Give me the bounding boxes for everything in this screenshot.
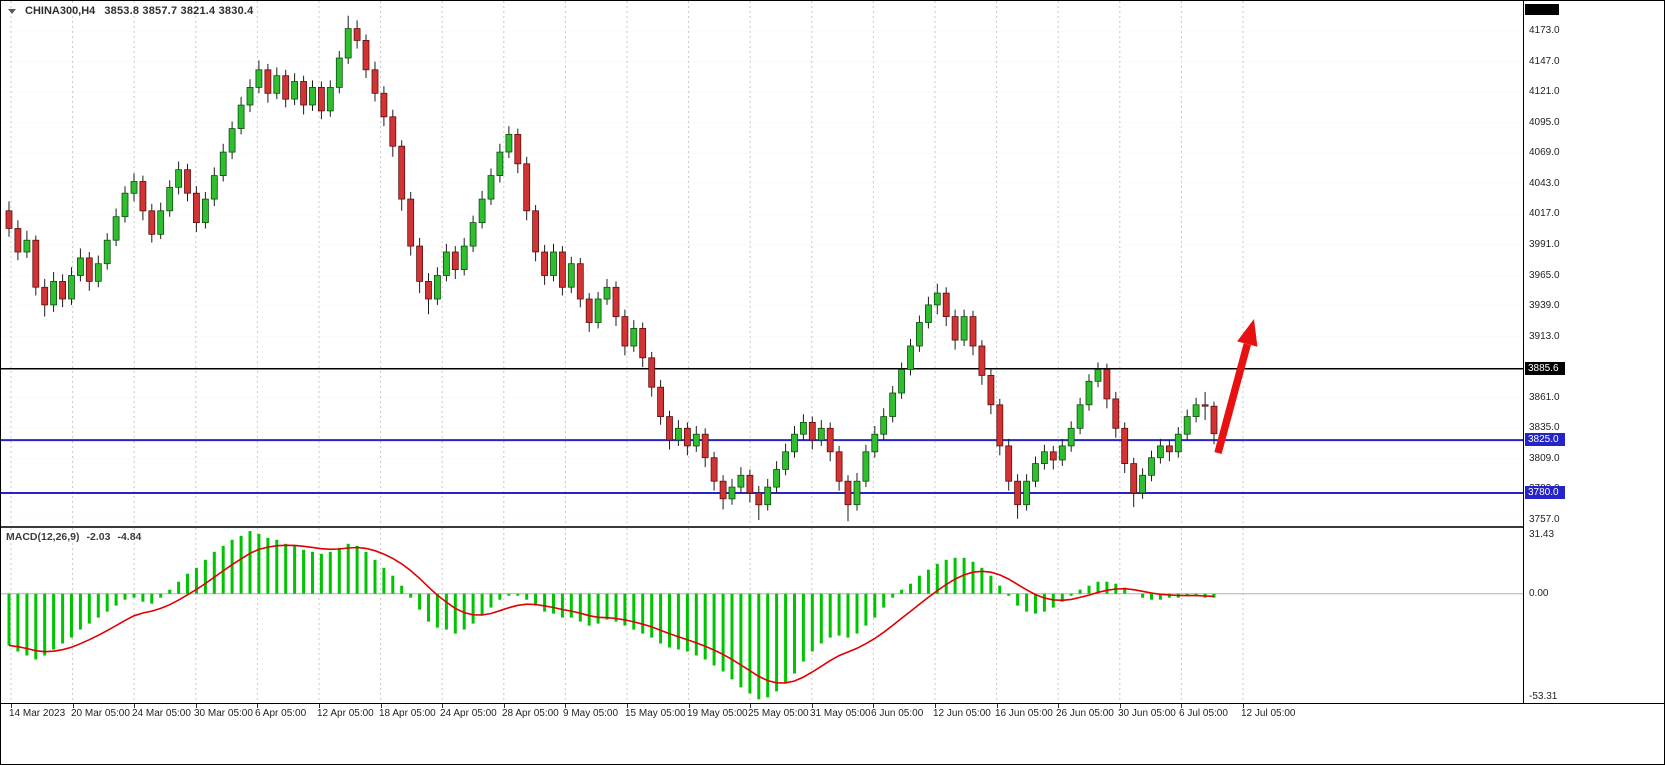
time-axis-label: 12 Apr 05:00 [317,708,374,719]
macd-signal-line [8,544,1215,684]
time-axis-tick [504,704,505,708]
macd-axis-label: -53.31 [1529,691,1558,702]
time-axis-label: 31 May 05:00 [810,708,871,719]
time-axis-label: 18 Apr 05:00 [379,708,436,719]
price-axis-label: 4173.0 [1529,25,1560,36]
time-axis-label: 16 Jun 05:00 [995,708,1053,719]
time-axis-label: 20 Mar 05:00 [71,708,130,719]
time-axis-label: 9 May 05:00 [563,708,619,719]
macd-main-value: -2.03 [86,531,111,543]
price-tag-3780.0: 3780.0 [1525,486,1565,499]
time-axis-label: 24 Apr 05:00 [440,708,497,719]
symbol-timeframe-label: CHINA300,H4 [25,5,96,17]
macd-panel[interactable]: MACD(12,26,9) -2.03 -4.84 [1,528,1523,703]
macd-axis-label: 31.43 [1529,529,1555,540]
price-tag-3885.6: 3885.6 [1525,362,1565,375]
macd-signal-value: -4.84 [117,531,142,543]
trend-arrow-annotation[interactable] [1214,319,1258,454]
time-axis-label: 24 Mar 05:00 [132,708,191,719]
price-axis-label: 3861.0 [1529,392,1560,403]
time-axis-tick [689,704,690,708]
time-axis-label: 19 May 05:00 [687,708,748,719]
macd-value-axis[interactable]: 31.43 0.00 -53.31 [1523,528,1664,703]
symbol-ohlc-values: 3853.8 3857.7 3821.4 3830.4 [104,5,254,17]
price-axis-label: 3991.0 [1529,239,1560,250]
price-axis-label: 3757.0 [1529,514,1560,525]
time-axis[interactable]: 14 Mar 2023 20 Mar 05:00 24 Mar 05:00 30 Ma… [1,703,1664,764]
macd-plot [1,528,1523,703]
price-axis-label: 4069.0 [1529,147,1560,158]
time-axis-label: 30 Jun 05:00 [1118,708,1176,719]
time-axis-label: 30 Mar 05:00 [194,708,253,719]
time-axis-tick [565,704,566,708]
time-axis-label: 14 Mar 2023 [9,708,66,719]
time-axis-label: 25 May 05:00 [748,708,809,719]
time-axis-tick [997,704,998,708]
symbol-dropdown-icon[interactable] [8,8,16,14]
time-axis-tick [812,704,813,708]
price-axis-label: 3965.0 [1529,270,1560,281]
time-axis-label: 12 Jun 05:00 [933,708,991,719]
time-axis-tick [257,704,258,708]
clipped-price-tag [1525,4,1559,15]
time-axis-tick [381,704,382,708]
price-axis-label: 4095.0 [1529,117,1560,128]
time-axis-tick [73,704,74,708]
time-axis-tick [750,704,751,708]
time-axis-label: 6 Apr 05:00 [255,708,307,719]
time-axis-tick [1181,704,1182,708]
price-axis-label: 4043.0 [1529,178,1560,189]
time-axis-tick [935,704,936,708]
price-axis-label: 3913.0 [1529,331,1560,342]
time-axis-tick [1058,704,1059,708]
time-axis-label: 15 May 05:00 [625,708,686,719]
symbol-info-bar: CHINA300,H4 3853.8 3857.7 3821.4 3830.4 [8,5,253,17]
price-axis-label: 4121.0 [1529,86,1560,97]
price-axis-label: 4147.0 [1529,56,1560,67]
macd-axis-label: 0.00 [1529,588,1549,599]
time-axis-tick [196,704,197,708]
time-axis-tick [627,704,628,708]
macd-name: MACD(12,26,9) [6,531,80,543]
price-axis-label: 3835.0 [1529,422,1560,433]
price-axis-label: 4017.0 [1529,208,1560,219]
time-axis-tick [442,704,443,708]
time-axis-label: 28 Apr 05:00 [502,708,559,719]
time-axis-label: 6 Jun 05:00 [871,708,924,719]
time-axis-label: 12 Jul 05:00 [1241,708,1296,719]
time-axis-tick [1120,704,1121,708]
time-axis-label: 26 Jun 05:00 [1056,708,1114,719]
price-axis-label: 3809.0 [1529,453,1560,464]
panel-separator[interactable] [1,526,1523,528]
macd-histogram [7,531,1216,700]
time-axis-tick [11,704,12,708]
time-axis-label: 6 Jul 05:00 [1179,708,1228,719]
candlestick-chart[interactable] [1,1,1523,528]
price-tag-3825.0: 3825.0 [1525,433,1565,446]
time-axis-tick [319,704,320,708]
time-axis-tick [134,704,135,708]
price-axis-label: 3939.0 [1529,300,1560,311]
time-axis-tick [873,704,874,708]
macd-indicator-label: MACD(12,26,9) -2.03 -4.84 [6,531,141,543]
time-axis-tick [1243,704,1244,708]
price-axis[interactable]: 4173.0 4147.0 4121.0 4095.0 4069.0 4043.0 4017… [1523,1,1664,528]
candles-series [5,15,1218,522]
